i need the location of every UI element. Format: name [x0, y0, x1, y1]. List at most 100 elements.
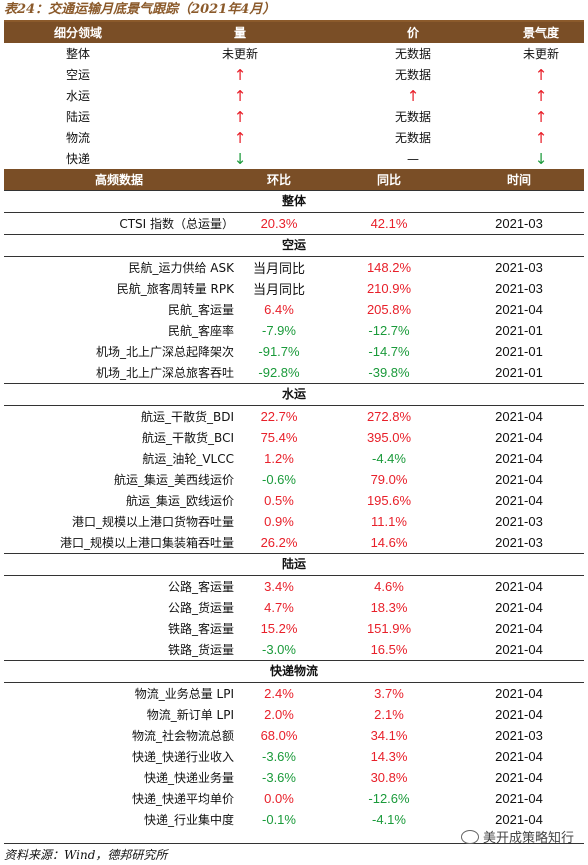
table-row: 快递_快递行业收入 -3.6% 14.3% 2021-04: [4, 746, 584, 767]
yoy-value: 42.1%: [370, 216, 408, 231]
table-title: 表24：交通运输月底景气跟踪（2021年4月）: [4, 2, 276, 17]
yoy-value: 148.2%: [366, 260, 412, 275]
table-row: 公路_货运量 4.7% 18.3% 2021-04: [4, 597, 584, 618]
date-value: 2021-04: [495, 493, 543, 508]
segment-row: 空运 ↑ 无数据 ↑: [4, 64, 584, 85]
metric-name: 机场_北上广深总旅客吞吐: [95, 366, 234, 380]
date-value: 2021-04: [495, 791, 543, 806]
table-row: 民航_运力供给 ASK 当月同比 148.2% 2021-03: [4, 257, 584, 278]
bottom-rule: [4, 843, 584, 844]
yoy-value: -12.7%: [368, 323, 410, 338]
section-heading: 快递物流: [4, 660, 584, 683]
metric-name: 民航_运力供给 ASK: [128, 261, 234, 275]
yoy-value: 14.3%: [370, 749, 408, 764]
metric-name: 铁路_客运量: [167, 622, 234, 636]
price-cell: 无数据: [394, 110, 431, 124]
metric-name: 机场_北上广深总起降架次: [95, 345, 234, 359]
yoy-value: 210.9%: [366, 281, 412, 296]
date-value: 2021-04: [495, 409, 543, 424]
price-cell: 无数据: [394, 131, 431, 145]
segment-row: 水运 ↑ ↑ ↑: [4, 85, 584, 106]
sentiment-cell: ↑: [534, 86, 548, 105]
header-hf-data: 高频数据: [94, 173, 143, 187]
segment-row: 快递 ↓ — ↓: [4, 148, 584, 169]
mom-value: -92.8%: [258, 365, 300, 380]
date-value: 2021-04: [495, 600, 543, 615]
mom-value: 0.9%: [264, 514, 294, 529]
watermark-text: 美开成策略知行: [482, 831, 574, 846]
date-value: 2021-03: [495, 535, 543, 550]
date-value: 2021-01: [495, 344, 543, 359]
table-row: 航运_集运_欧线运价 0.5% 195.6% 2021-04: [4, 490, 584, 511]
segment-name: 水运: [65, 89, 90, 103]
volume-cell: ↑: [233, 65, 247, 84]
date-value: 2021-01: [495, 365, 543, 380]
volume-cell: ↑: [233, 86, 247, 105]
metric-name: 民航_客座率: [167, 324, 234, 338]
mom-value: 当月同比: [252, 282, 305, 297]
yoy-value: 151.9%: [366, 621, 412, 636]
table-row: 民航_客运量 6.4% 205.8% 2021-04: [4, 299, 584, 320]
section-heading: 空运: [4, 234, 584, 257]
metric-name: 快递_行业集中度: [143, 813, 234, 827]
segment-name: 空运: [65, 68, 90, 82]
source-note: 资料来源：Wind，德邦研究所: [4, 848, 168, 862]
yoy-value: -39.8%: [368, 365, 410, 380]
date-value: 2021-04: [495, 812, 543, 827]
mom-value: -3.6%: [262, 770, 296, 785]
top-body: 整体 未更新 无数据 未更新 空运 ↑ 无数据 ↑ 水运 ↑ ↑ ↑ 陆运 ↑ 无数据 ↑ 物流 ↑ 无数据 ↑ 快递 ↓…: [4, 43, 584, 169]
table-row: 快递_快递平均单价 0.0% -12.6% 2021-04: [4, 788, 584, 809]
sentiment-cell: ↓: [534, 149, 548, 168]
segment-row: 陆运 ↑ 无数据 ↑: [4, 106, 584, 127]
mom-value: 22.7%: [260, 409, 298, 424]
mom-value: 2.0%: [264, 707, 294, 722]
metric-name: 航运_干散货_BCI: [142, 431, 234, 445]
mom-value: 4.7%: [264, 600, 294, 615]
table-row: 港口_规模以上港口集装箱吞吐量 26.2% 14.6% 2021-03: [4, 532, 584, 553]
mom-value: 15.2%: [260, 621, 298, 636]
yoy-value: 205.8%: [366, 302, 412, 317]
mom-value: 20.3%: [260, 216, 298, 231]
mom-value: 75.4%: [260, 430, 298, 445]
metric-name: 快递_快递业务量: [143, 771, 234, 785]
date-value: 2021-04: [495, 770, 543, 785]
table-row: 航运_干散货_BCI 75.4% 395.0% 2021-04: [4, 427, 584, 448]
mom-value: -3.0%: [262, 642, 296, 657]
table-row: 公路_客运量 3.4% 4.6% 2021-04: [4, 576, 584, 597]
date-value: 2021-04: [495, 707, 543, 722]
mom-value: -0.1%: [262, 812, 296, 827]
metric-name: 公路_客运量: [167, 580, 234, 594]
metric-name: 港口_规模以上港口货物吞吐量: [71, 515, 234, 529]
header-date: 时间: [506, 173, 531, 187]
volume-cell: ↑: [233, 107, 247, 126]
watermark: 美开成策略知行: [460, 827, 574, 846]
data-table: 细分领域 量 价 景气度 整体 未更新 无数据 未更新 空运 ↑ 无数据 ↑ 水运 ↑ ↑ ↑ 陆运 ↑ 无…: [4, 20, 584, 830]
table-row: 民航_客座率 -7.9% -12.7% 2021-01: [4, 320, 584, 341]
table-row: 机场_北上广深总起降架次 -91.7% -14.7% 2021-01: [4, 341, 584, 362]
date-value: 2021-04: [495, 579, 543, 594]
hf-header: 高频数据 环比 同比 时间: [4, 169, 584, 190]
metric-name: 民航_客运量: [167, 303, 234, 317]
table-row: 物流_社会物流总额 68.0% 34.1% 2021-03: [4, 725, 584, 746]
metric-name: 民航_旅客周转量 RPK: [116, 282, 234, 296]
table-row: 航运_集运_美西线运价 -0.6% 79.0% 2021-04: [4, 469, 584, 490]
top-header: 细分领域 量 价 景气度: [4, 22, 584, 43]
yoy-value: 4.6%: [374, 579, 404, 594]
segment-name: 整体: [65, 47, 90, 61]
metric-name: 航运_集运_美西线运价: [113, 473, 234, 487]
section-heading: 整体: [4, 190, 584, 213]
metric-name: 港口_规模以上港口集装箱吞吐量: [59, 536, 234, 550]
segment-name: 快递: [65, 152, 90, 166]
yoy-value: -14.7%: [368, 344, 410, 359]
yoy-value: 2.1%: [374, 707, 404, 722]
yoy-value: 195.6%: [366, 493, 412, 508]
yoy-value: 3.7%: [374, 686, 404, 701]
date-value: 2021-04: [495, 621, 543, 636]
header-mom: 环比: [266, 173, 291, 187]
yoy-value: 18.3%: [370, 600, 408, 615]
sentiment-cell: 未更新: [522, 47, 559, 61]
table-row: 物流_新订单 LPI 2.0% 2.1% 2021-04: [4, 704, 584, 725]
date-value: 2021-03: [495, 216, 543, 231]
mom-value: 6.4%: [264, 302, 294, 317]
date-value: 2021-03: [495, 281, 543, 296]
